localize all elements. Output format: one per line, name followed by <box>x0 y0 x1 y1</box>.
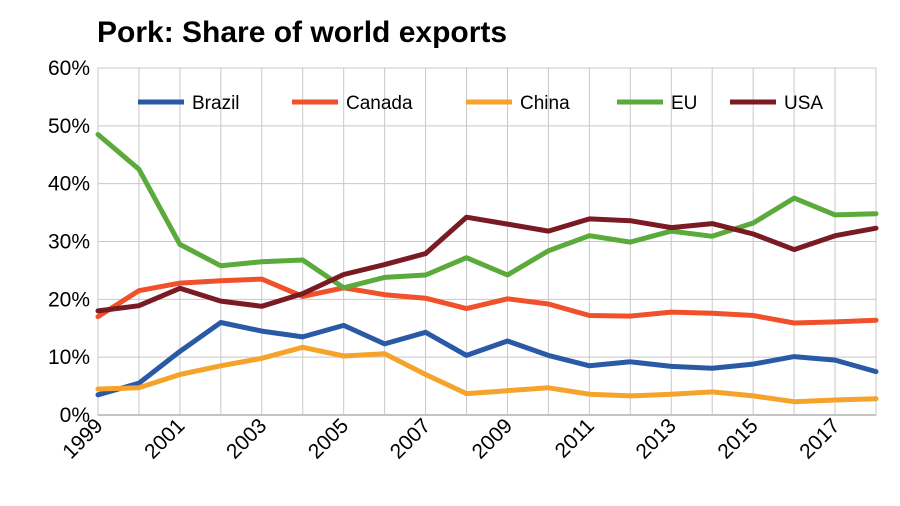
y-tick-label: 50% <box>48 115 90 138</box>
y-tick-label: 10% <box>48 346 90 369</box>
series-line-china <box>95 344 879 405</box>
chart-title: Pork: Share of world exports <box>97 16 507 49</box>
legend-label-canada: Canada <box>346 93 413 114</box>
legend-label-usa: USA <box>784 93 823 114</box>
series-line-canada <box>95 276 879 326</box>
x-tick-label: 2011 <box>551 414 599 462</box>
y-tick-label: 30% <box>48 231 90 254</box>
y-tick-label: 60% <box>48 57 90 80</box>
x-tick-label: 2005 <box>304 414 353 463</box>
y-tick-label: 40% <box>48 173 90 196</box>
x-axis-ticks: 1999 2001 2003 2005 2007 2009 2011 2013 2015 2017 <box>58 414 844 463</box>
y-axis-ticks: 0% 10% 20% 30% 40% 50% 60% <box>48 57 90 427</box>
y-tick-label: 20% <box>48 288 90 311</box>
legend-label-china: China <box>520 93 570 114</box>
y-tick-label: 0% <box>60 404 90 427</box>
legend-label-eu: EU <box>671 93 697 114</box>
x-tick-label: 2003 <box>222 414 271 463</box>
legend-label-brazil: Brazil <box>192 93 240 114</box>
series-line-eu <box>95 132 879 291</box>
x-tick-label: 2017 <box>795 414 844 463</box>
series-line-brazil <box>95 320 879 398</box>
x-tick-label: 2009 <box>468 414 517 463</box>
x-tick-label: 2013 <box>632 414 681 463</box>
series-lines <box>95 132 879 405</box>
grid <box>97 67 877 416</box>
x-tick-label: 2015 <box>713 414 762 463</box>
x-tick-label: 2007 <box>386 414 435 463</box>
series-line-usa <box>95 214 879 314</box>
legend: Brazil Canada China EU USA <box>138 93 823 114</box>
x-tick-label: 2001 <box>140 414 189 463</box>
